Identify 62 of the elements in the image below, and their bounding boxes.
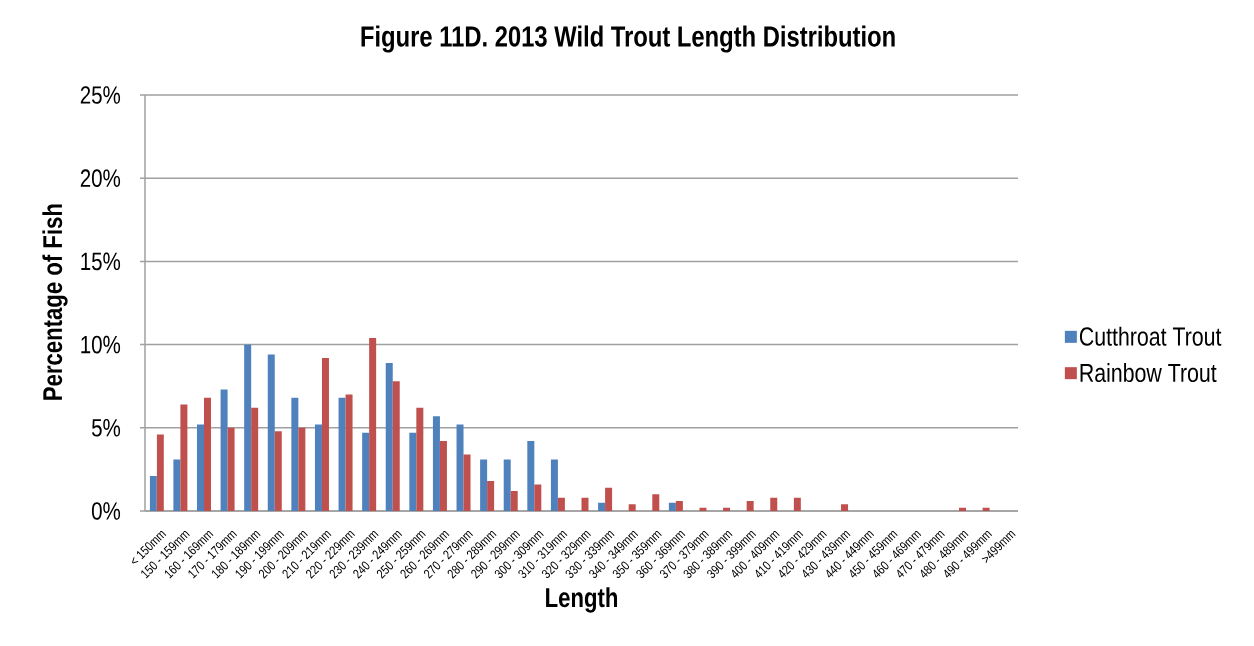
bar bbox=[291, 397, 299, 511]
bar bbox=[628, 504, 636, 511]
bar bbox=[244, 344, 252, 511]
bar bbox=[463, 454, 471, 511]
x-axis-title: Length bbox=[546, 587, 618, 613]
bar bbox=[432, 416, 440, 511]
bar bbox=[227, 427, 235, 511]
bar bbox=[503, 459, 511, 511]
y-tick-label: 5% bbox=[91, 419, 121, 437]
bar bbox=[314, 424, 322, 511]
bar bbox=[746, 501, 754, 511]
bar bbox=[959, 507, 967, 511]
bar bbox=[345, 394, 353, 511]
bar bbox=[510, 491, 518, 511]
bar bbox=[409, 432, 417, 511]
y-tick-label: 10% bbox=[81, 335, 121, 354]
bar bbox=[385, 362, 393, 511]
y-tick-label: 0% bbox=[91, 502, 121, 520]
bar bbox=[369, 337, 377, 511]
bar bbox=[605, 487, 613, 511]
bar bbox=[480, 459, 488, 511]
bar bbox=[841, 504, 849, 511]
legend-label: Cutthroat Trout bbox=[1079, 326, 1222, 346]
bar bbox=[196, 424, 204, 511]
bar bbox=[203, 397, 211, 511]
bar bbox=[416, 407, 424, 511]
y-axis-title: Percentage of Fish bbox=[42, 204, 68, 400]
bar bbox=[362, 432, 370, 511]
legend-label: Rainbow Trout bbox=[1080, 363, 1217, 383]
bar bbox=[668, 502, 676, 511]
bar bbox=[173, 459, 181, 511]
y-tick-label: 20% bbox=[80, 169, 121, 188]
bar bbox=[392, 381, 400, 511]
bar bbox=[652, 494, 660, 511]
bar bbox=[274, 431, 282, 511]
chart-title: Figure 11D. 2013 Wild Trout Length Distribution bbox=[361, 25, 895, 53]
bar bbox=[675, 501, 683, 511]
bar bbox=[251, 407, 259, 511]
bar bbox=[550, 459, 558, 511]
bar bbox=[149, 476, 157, 511]
bar bbox=[439, 441, 447, 511]
y-tick-label: 15% bbox=[81, 252, 121, 271]
bar bbox=[180, 404, 188, 511]
bar bbox=[267, 354, 275, 511]
bar bbox=[770, 497, 778, 511]
bar bbox=[527, 441, 535, 511]
bar bbox=[321, 357, 329, 511]
bar bbox=[338, 397, 346, 511]
bar bbox=[699, 507, 707, 511]
bar bbox=[487, 481, 495, 511]
bar bbox=[598, 502, 606, 511]
bar bbox=[793, 497, 801, 511]
bar bbox=[557, 497, 565, 511]
bar bbox=[456, 424, 464, 511]
y-tick-label: 25% bbox=[80, 86, 121, 104]
bar bbox=[298, 427, 306, 511]
bar bbox=[220, 389, 228, 511]
bar bbox=[581, 497, 589, 511]
bar bbox=[534, 484, 542, 511]
bar bbox=[723, 507, 731, 511]
bar bbox=[156, 434, 164, 511]
bar bbox=[982, 507, 990, 511]
